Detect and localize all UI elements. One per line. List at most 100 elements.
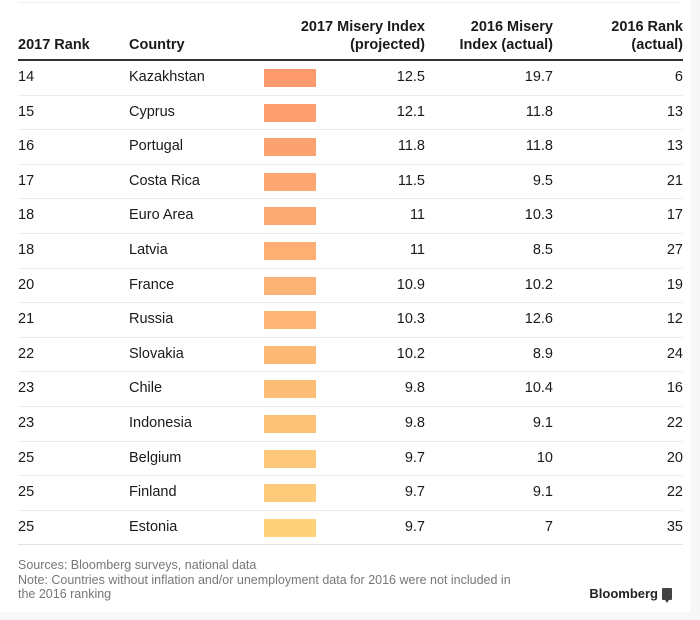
cell-2017-misery-index: 10.3 (396, 311, 425, 328)
chart-card: 2017 Rank Country 2017 Misery Index (pro… (18, 2, 683, 603)
cell-2016-misery-index: 10 (536, 449, 553, 466)
cell-2017-misery-index: 12.1 (396, 103, 425, 120)
cell-2017-misery-index: 9.8 (404, 380, 425, 397)
misery-color-bar (264, 484, 316, 503)
cell-country: Indonesia (129, 414, 192, 431)
cell-2017-misery-index: 9.7 (404, 449, 425, 466)
table-row: 14 Kazakhstan 12.5 19.7 6 (18, 61, 683, 96)
header-divider (18, 59, 683, 61)
cell-country: France (129, 276, 175, 293)
cell-2017-rank: 21 (18, 311, 35, 328)
cell-country: Estonia (129, 518, 178, 535)
cell-2017-rank: 25 (18, 518, 35, 535)
cell-2016-misery-index: 12.6 (524, 311, 553, 328)
cell-country: Latvia (129, 241, 168, 258)
cell-country: Russia (129, 311, 174, 328)
cell-2016-rank: 24 (666, 345, 683, 362)
cell-2017-rank: 15 (18, 103, 35, 120)
top-divider (18, 2, 680, 3)
table-row: 15 Cyprus 12.1 11.8 13 (18, 96, 683, 131)
cell-2016-misery-index: 8.9 (532, 345, 553, 362)
cell-2017-misery-index: 11 (409, 207, 425, 224)
cell-2017-rank: 22 (18, 345, 35, 362)
cell-2017-misery-index: 10.2 (396, 345, 425, 362)
cell-2016-rank: 13 (666, 103, 683, 120)
cell-2016-misery-index: 9.1 (532, 414, 553, 431)
cell-2017-rank: 16 (18, 138, 35, 155)
cell-2016-rank: 16 (666, 380, 683, 397)
misery-color-bar (264, 276, 316, 295)
misery-color-bar (264, 449, 316, 468)
cell-2017-rank: 25 (18, 449, 35, 466)
footer-notes: Sources: Bloomberg surveys, national dat… (18, 558, 578, 602)
cell-country: Euro Area (129, 207, 194, 224)
cell-country: Slovakia (129, 345, 184, 362)
brand-name: Bloomberg (589, 586, 658, 601)
misery-color-bar (264, 380, 316, 399)
cell-2016-rank: 6 (674, 69, 683, 85)
cell-2016-misery-index: 8.5 (532, 241, 553, 258)
cell-country: Finland (129, 484, 177, 501)
note-text-line1: Note: Countries without inflation and/or… (18, 572, 511, 587)
cell-2017-rank: 23 (18, 414, 35, 431)
table-row: 17 Costa Rica 11.5 9.5 21 (18, 165, 683, 200)
table-row: 21 Russia 10.3 12.6 12 (18, 303, 683, 338)
table-body: 14 Kazakhstan 12.5 19.7 6 15 Cyprus 12.1 11.8 13 1… (18, 61, 683, 546)
cell-2017-misery-index: 9.7 (404, 518, 425, 535)
cell-2016-misery-index: 11.8 (525, 138, 553, 155)
cell-2016-rank: 13 (666, 138, 683, 155)
cell-2016-rank: 22 (666, 414, 683, 431)
table-row: 22 Slovakia 10.2 8.9 24 (18, 338, 683, 373)
cell-2016-misery-index: 10.4 (524, 380, 553, 397)
cell-2016-rank: 20 (666, 449, 683, 466)
misery-color-bar (264, 414, 316, 433)
header-2017-rank: 2017 Rank (18, 37, 90, 53)
table-header: 2017 Rank Country 2017 Misery Index (pro… (18, 18, 683, 58)
cell-2017-misery-index: 9.8 (404, 414, 425, 431)
cell-country: Cyprus (129, 103, 175, 120)
cell-2016-misery-index: 9.5 (532, 172, 553, 189)
cell-2016-rank: 35 (666, 518, 683, 535)
misery-color-bar (264, 138, 316, 157)
cell-2017-rank: 14 (18, 69, 35, 85)
header-2016-rank-line2: (actual) (631, 37, 683, 53)
cell-country: Belgium (129, 449, 182, 466)
cell-2017-misery-index: 11 (409, 241, 425, 258)
bloomberg-chat-icon (662, 587, 672, 603)
sources-text: Sources: Bloomberg surveys, national dat… (18, 558, 257, 572)
cell-country: Kazakhstan (129, 69, 205, 85)
cell-2017-rank: 23 (18, 380, 35, 397)
table-row: 25 Estonia 9.7 7 35 (18, 511, 683, 546)
cell-2016-misery-index: 10.3 (524, 207, 553, 224)
misery-color-bar (264, 103, 316, 122)
header-2016-misery-index-line2: Index (actual) (459, 37, 553, 53)
table-row: 20 France 10.9 10.2 19 (18, 269, 683, 304)
cell-2016-rank: 22 (666, 484, 683, 501)
cell-2017-rank: 20 (18, 276, 35, 293)
header-2016-misery-index-line1: 2016 Misery (470, 19, 553, 35)
cell-2017-rank: 17 (18, 172, 35, 189)
table-row: 23 Indonesia 9.8 9.1 22 (18, 407, 683, 442)
cell-country: Chile (129, 380, 163, 397)
cell-2017-misery-index: 11.8 (397, 138, 425, 155)
misery-color-bar (264, 207, 316, 226)
table-row: 18 Latvia 11 8.5 27 (18, 234, 683, 269)
cell-2017-rank: 18 (18, 207, 35, 224)
cell-2017-misery-index: 9.7 (404, 484, 425, 501)
header-2016-misery-index: 2016 Misery Index (actual) (460, 18, 553, 54)
header-2016-rank-line1: 2016 Rank (611, 19, 683, 35)
cell-2017-misery-index: 11.5 (397, 172, 425, 189)
cell-2017-rank: 18 (18, 241, 35, 258)
cell-country: Costa Rica (129, 172, 200, 189)
bloomberg-logo: Bloomberg (589, 586, 672, 603)
header-2017-misery-index-line2: (projected) (350, 37, 425, 53)
cell-2016-misery-index: 11.8 (525, 103, 553, 120)
cell-2017-misery-index: 12.5 (396, 69, 425, 85)
cell-2016-misery-index: 19.7 (524, 69, 553, 85)
misery-color-bar (264, 518, 316, 537)
cell-2016-rank: 19 (666, 276, 683, 293)
note-text-line2: the 2016 ranking (18, 587, 112, 601)
header-2017-misery-index-line1: 2017 Misery Index (300, 19, 425, 35)
cell-2016-rank: 21 (666, 172, 683, 189)
cell-2016-rank: 12 (666, 311, 683, 328)
